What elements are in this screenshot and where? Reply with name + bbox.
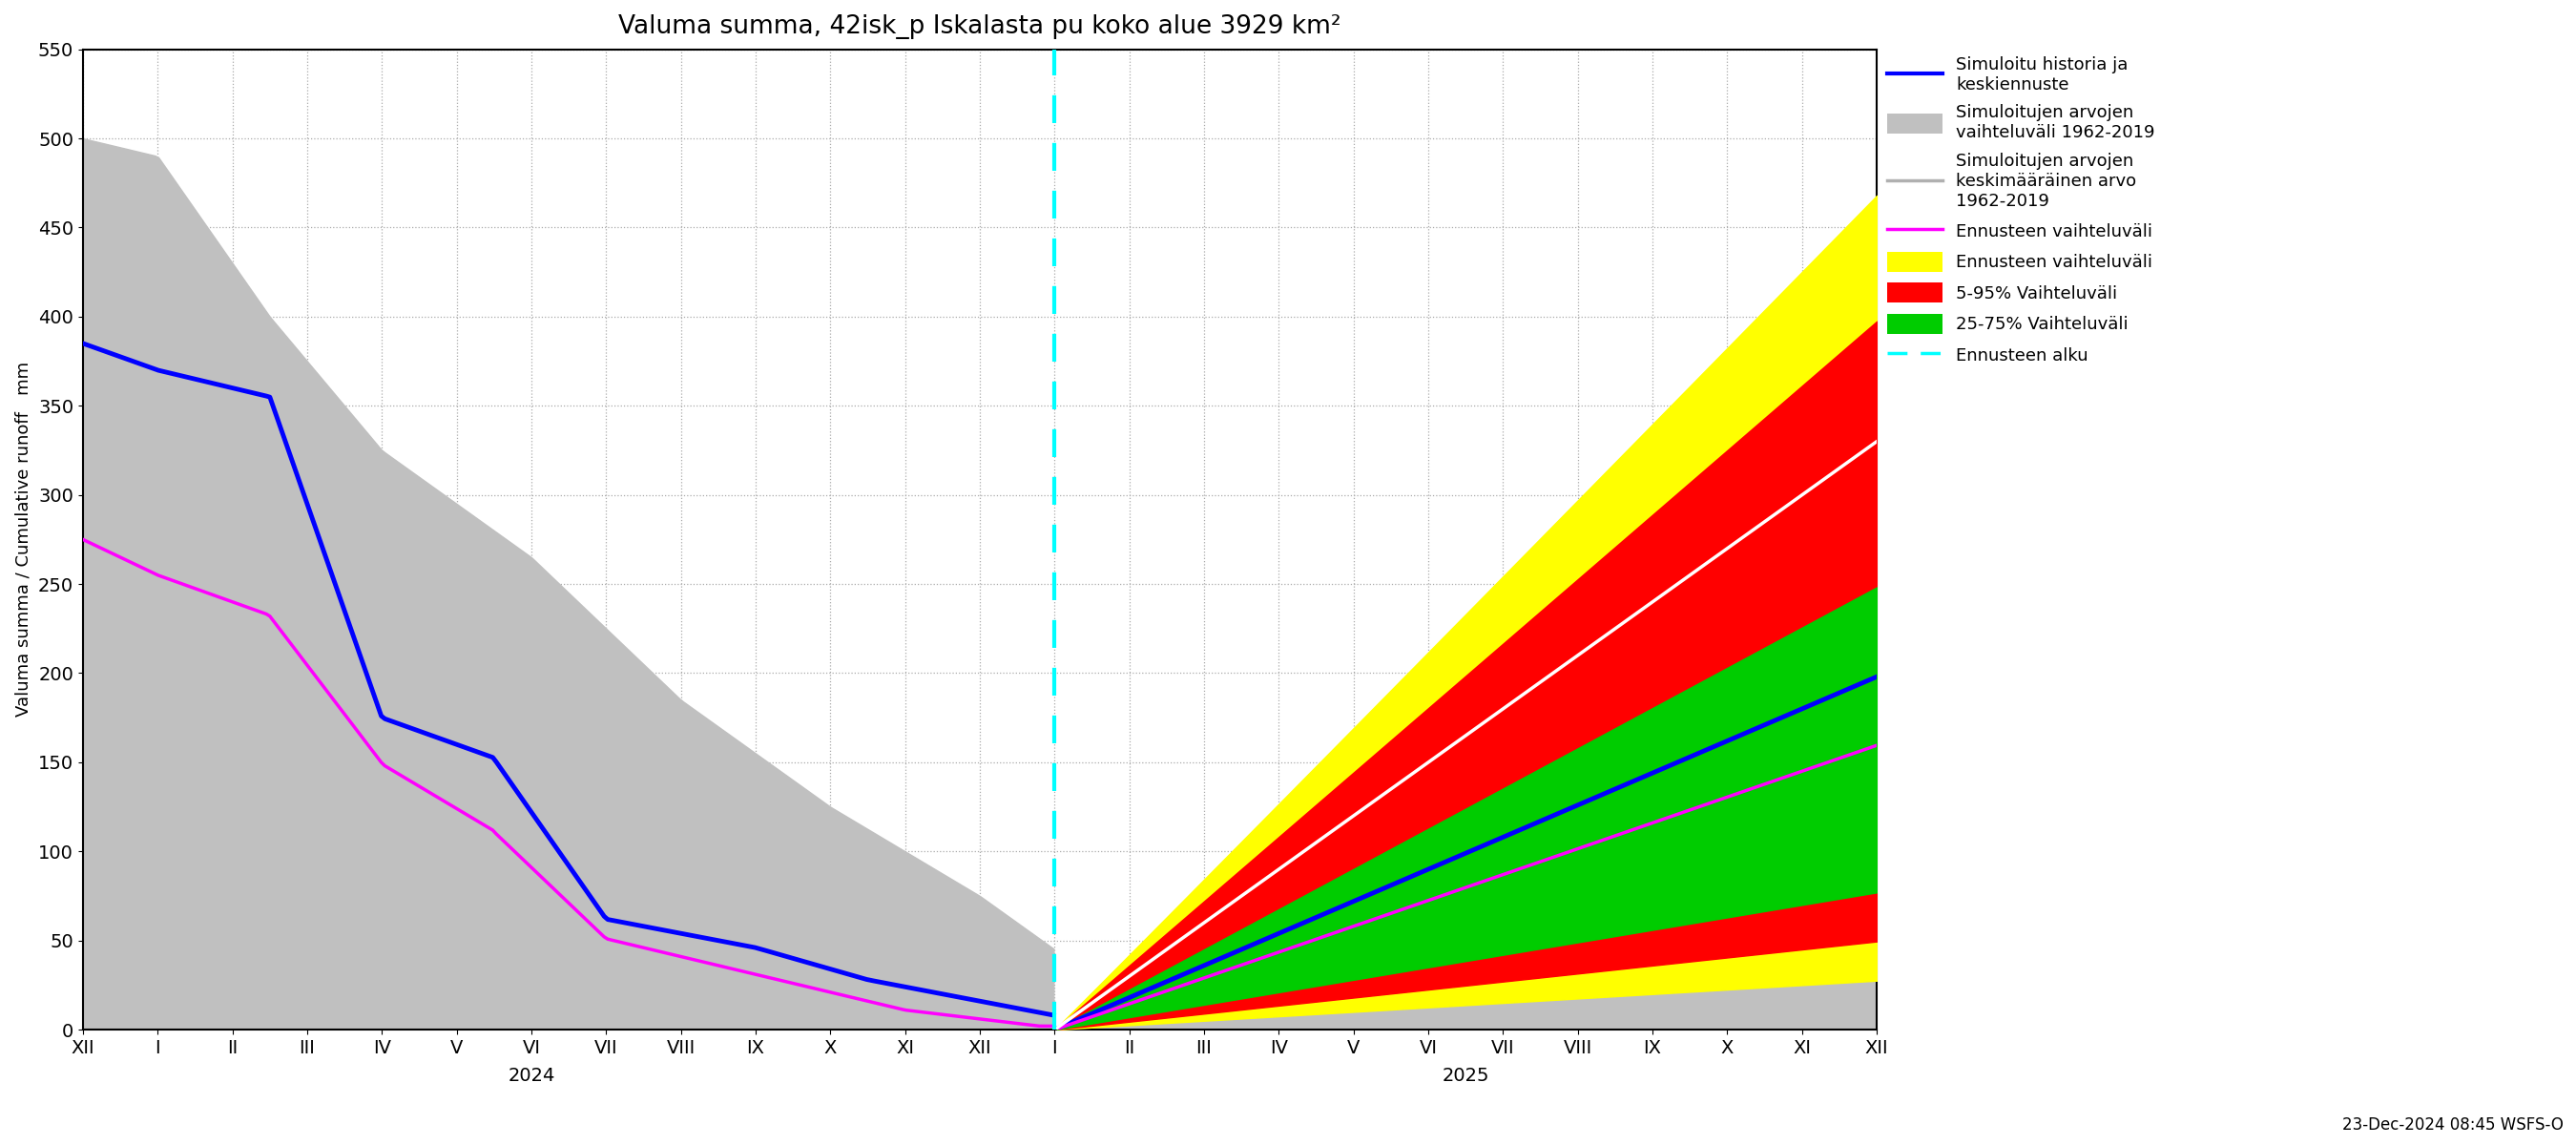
Legend: Simuloitu historia ja
keskiennuste, Simuloitujen arvojen
vaihteluväli 1962-2019,: Simuloitu historia ja keskiennuste, Simu… (1880, 49, 2161, 372)
Text: 2025: 2025 (1443, 1067, 1489, 1084)
Text: 2024: 2024 (507, 1067, 554, 1084)
Y-axis label: Valuma summa / Cumulative runoff   mm: Valuma summa / Cumulative runoff mm (15, 362, 31, 717)
Text: 23-Dec-2024 08:45 WSFS-O: 23-Dec-2024 08:45 WSFS-O (2342, 1116, 2563, 1134)
Title: Valuma summa, 42isk_p Iskalasta pu koko alue 3929 km²: Valuma summa, 42isk_p Iskalasta pu koko … (618, 14, 1342, 39)
